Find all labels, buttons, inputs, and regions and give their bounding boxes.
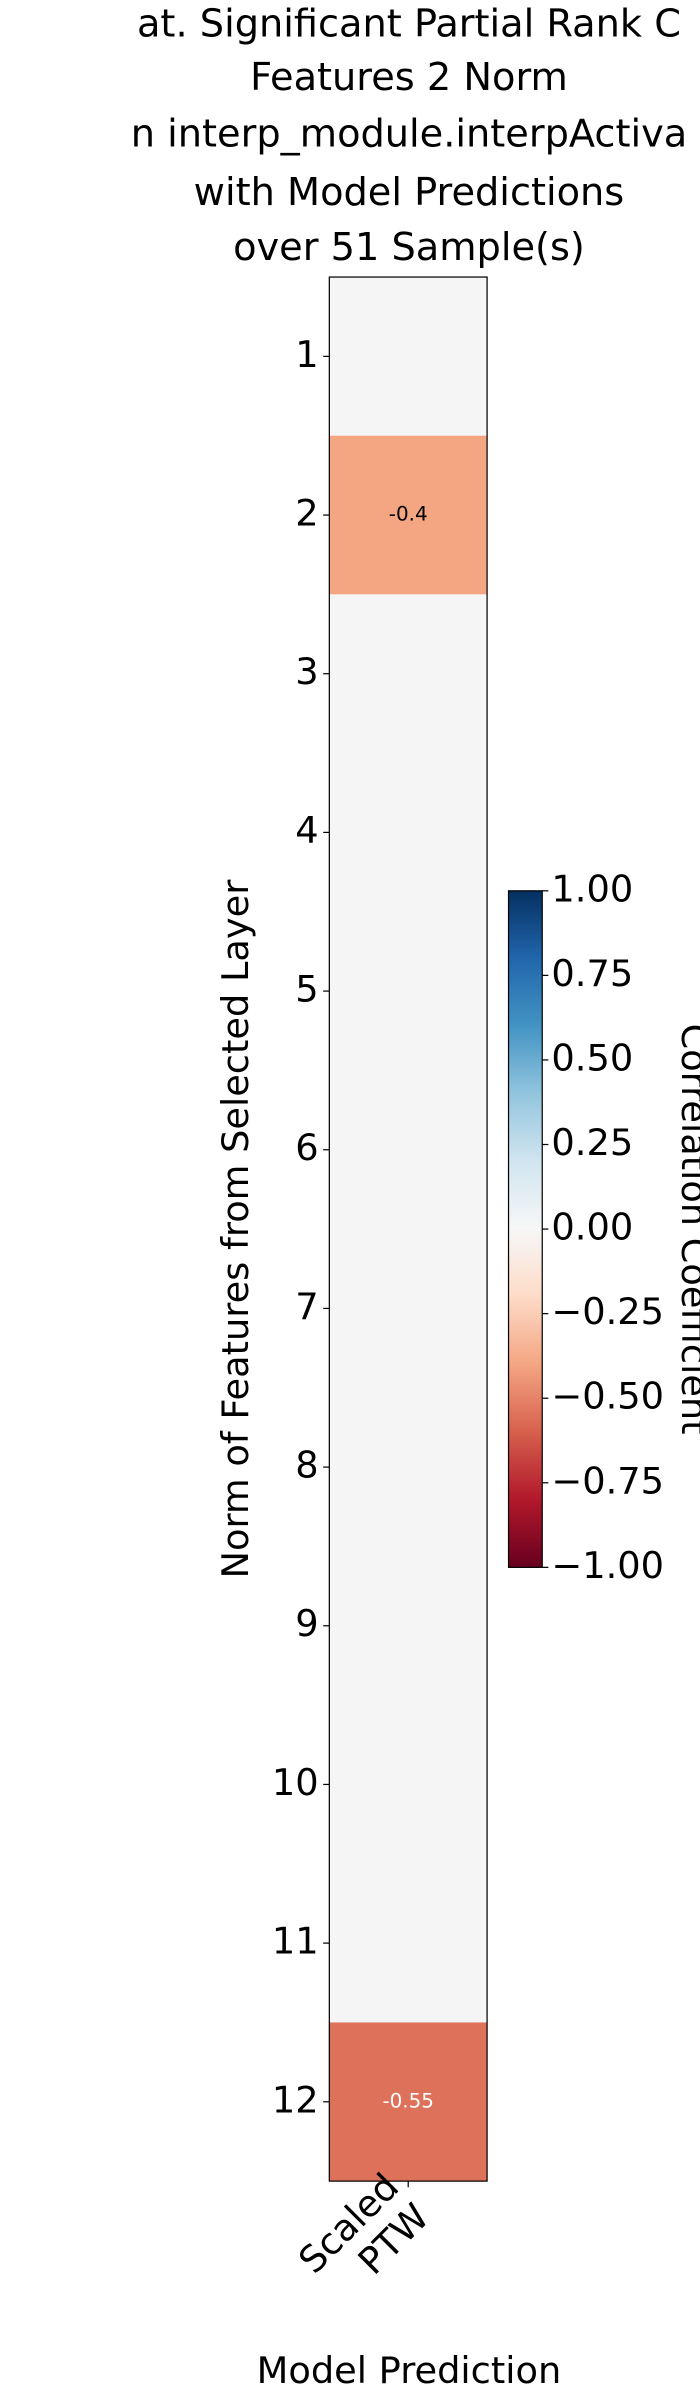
chart-title: Features 2 Norm [250,55,568,100]
empty-cell [329,594,488,754]
empty-cell [329,1387,488,1547]
colorbar [507,890,543,1568]
empty-cell [329,1863,488,2023]
empty-cell [329,1705,488,1864]
y-tick-label: 8 [295,1444,318,1487]
heatmap-cell [329,2022,488,2182]
colorbar-tick-label: 1.00 [551,867,633,910]
y-tick-label: 4 [295,809,318,852]
chart-title: n interp_module.interpActiva [131,112,687,157]
colorbar-tick-label: −0.50 [551,1375,664,1418]
cell-label: -0.55 [382,2089,433,2112]
y-tick-label: 2 [295,492,318,535]
cell-label: -0.4 [389,503,428,526]
y-tick-label: 5 [295,968,318,1011]
empty-cell [329,1229,488,1388]
empty-cell [329,1070,488,1230]
colorbar-tick-label: 0.75 [551,952,633,995]
chart-title: over 51 Sample(s) [233,225,585,270]
y-tick-label: 7 [295,1285,318,1328]
y-tick-label: 12 [272,2078,319,2121]
y-tick-label: 3 [295,650,318,693]
empty-cell [329,1546,488,1706]
colorbar-tick-label: −0.75 [551,1459,664,1502]
empty-cell [329,277,488,436]
colorbar-tick-label: 0.25 [551,1121,633,1164]
y-tick-label: 9 [295,1602,318,1645]
chart-title: with Model Predictions [194,170,625,215]
x-tick-label: ScaledPTW [290,2165,437,2312]
empty-cell [329,753,488,912]
colorbar-tick-label: −1.00 [551,1544,664,1587]
chart-title: at. Significant Partial Rank C [137,2,681,47]
y-tick-label: 1 [295,333,318,376]
empty-cell [329,911,488,1071]
y-tick-label: 11 [272,1920,319,1963]
colorbar-tick-label: 0.50 [551,1036,633,1079]
y-axis-label: Norm of Features from Selected Layer [214,879,257,1579]
colorbar-tick-label: 0.00 [551,1206,633,1249]
y-tick-label: 10 [272,1761,319,1804]
heatmap-cell [329,435,488,595]
x-axis-label: Model Prediction [257,2349,562,2392]
y-tick-label: 6 [295,1126,318,1169]
colorbar-label: Correlation Coefficient [673,1024,700,1435]
colorbar-tick-label: −0.25 [551,1290,664,1333]
